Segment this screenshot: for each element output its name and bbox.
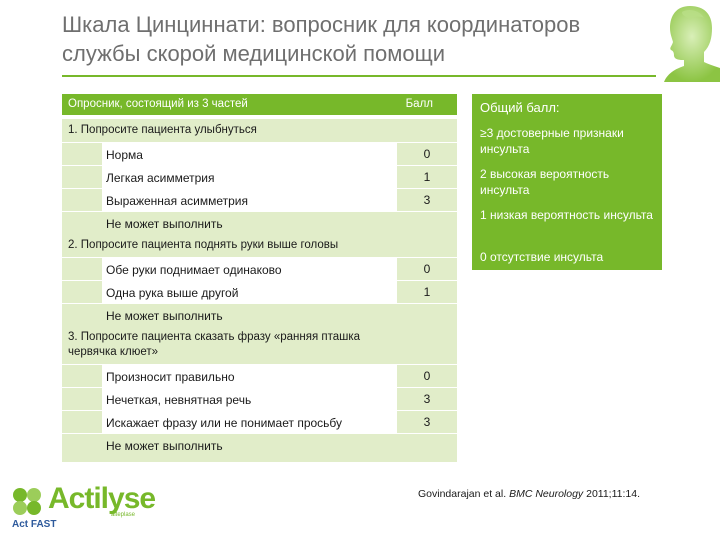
brand-tagline: Act FAST: [12, 519, 57, 530]
table-header: Опросник, состоящий из 3 частей Балл: [62, 94, 457, 115]
actilyse-logo: Actilyse alteplase Act FAST: [8, 482, 156, 534]
score-line: 1 низкая вероятность инсульта: [480, 208, 653, 222]
questionnaire-table: Опросник, состоящий из 3 частей Балл 1. …: [62, 94, 457, 462]
table-row: Легкая асимметрия 1: [62, 165, 457, 189]
section-2-title: 2. Попросите пациента поднять руки выше …: [62, 234, 457, 257]
score-title: Общий балл:: [480, 100, 560, 115]
score-line: ≥3 достоверные признаки инсульта: [480, 126, 624, 156]
table-row: Одна рука выше другой 1: [62, 280, 457, 304]
table-row: Норма 0: [62, 142, 457, 166]
table-row: Выраженная асимметрия 3: [62, 188, 457, 212]
header-score: Балл: [405, 98, 433, 110]
page-title: Шкала Цинциннати: вопросник для координа…: [62, 12, 581, 66]
score-line: 2 высокая вероятность инсульта: [480, 167, 610, 197]
section-3-title: 3. Попросите пациента сказать фразу «ран…: [62, 326, 457, 364]
table-row: Нечеткая, невнятная речь 3: [62, 387, 457, 411]
table-row: Произносит правильно 0: [62, 364, 457, 388]
score-line: 0 отсутствие инсульта: [480, 250, 604, 264]
table-row: Обе руки поднимает одинаково 0: [62, 257, 457, 281]
header-questionnaire: Опросник, состоящий из 3 частей: [68, 98, 248, 110]
human-head-icon: [664, 6, 720, 82]
table-row: Искажает фразу или не понимает просьбу 3: [62, 410, 457, 434]
citation: Govindarajan et al. BMC Neurology 2011;1…: [418, 488, 641, 500]
table-row: Не может выполнить: [62, 433, 457, 462]
table-row: Не может выполнить: [62, 303, 457, 327]
title-divider: [62, 75, 656, 77]
table-row: Не может выполнить: [62, 211, 457, 235]
section-1-title: 1. Попросите пациента улыбнуться: [62, 119, 457, 142]
clover-icon: [13, 488, 41, 515]
total-score-box: Общий балл: ≥3 достоверные признаки инсу…: [472, 94, 662, 270]
brand-sub: alteplase: [111, 512, 136, 518]
brand-name: Actilyse: [48, 482, 156, 515]
